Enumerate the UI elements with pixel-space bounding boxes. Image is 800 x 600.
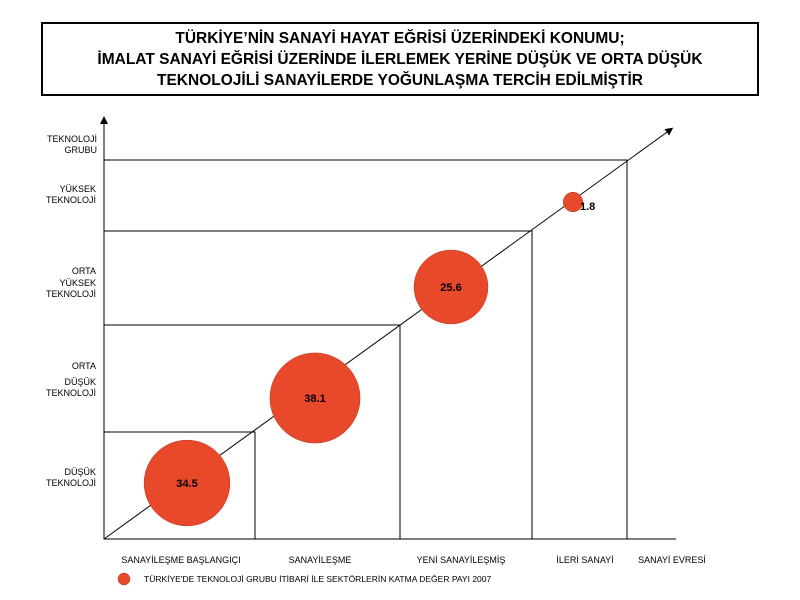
legend-text: TÜRKİYE'DE TEKNOLOJİ GRUBU İTİBARİ İLE S… <box>144 574 491 584</box>
y-tick-medlow-line-2: DÜŞÜK <box>64 377 96 387</box>
title-line-1: TÜRKİYE’NİN SANAYİ HAYAT EĞRİSİ ÜZERİNDE… <box>175 29 625 47</box>
bubble-medium-high-tech <box>413 249 489 325</box>
x-tick-stage-4: İLERİ SANAYİ <box>556 555 613 565</box>
y-tick-medlow-line-1: ORTA <box>72 361 96 371</box>
y-tick-medlow-line-3: TEKNOLOJİ <box>46 388 96 398</box>
legend-marker <box>117 572 131 586</box>
value-label-medium-low-tech: 38.1 <box>304 393 325 405</box>
y-tick-medhigh-line-2: YÜKSEK <box>59 278 96 288</box>
y-tick-low-line-2: TEKNOLOJİ <box>46 478 96 488</box>
x-axis-title: SANAYİ EVRESİ <box>638 555 706 565</box>
y-axis-title-line-2: GRUBU <box>64 145 97 155</box>
y-tick-high-line-1: YÜKSEK <box>59 184 96 194</box>
y-tick-medhigh-line-3: TEKNOLOJİ <box>46 289 96 299</box>
y-tick-high-line-2: TEKNOLOJİ <box>46 195 96 205</box>
y-tick-low-line-1: DÜŞÜK <box>64 467 96 477</box>
x-tick-stage-1: SANAYİLEŞME BAŞLANGIÇI <box>121 555 240 565</box>
title-line-2: İMALAT SANAYİ EĞRİSİ ÜZERİNDE İLERLEMEK … <box>97 50 703 68</box>
x-tick-stage-2: SANAYİLEŞME <box>289 555 352 565</box>
value-label-high-tech: 1.8 <box>580 201 595 213</box>
bubble-low-tech <box>143 439 231 527</box>
y-axis-title-line-1: TEKNOLOJİ <box>47 134 97 144</box>
stage-box-4 <box>103 159 628 540</box>
value-label-low-tech: 34.5 <box>176 478 197 490</box>
value-label-medium-high-tech: 25.6 <box>440 282 461 294</box>
y-tick-medhigh-line-1: ORTA <box>72 266 96 276</box>
x-tick-stage-3: YENİ SANAYİLEŞMİŞ <box>417 555 506 565</box>
bubble-medium-low-tech <box>269 352 361 444</box>
bubble-high-tech <box>562 191 584 213</box>
title-line-3: TEKNOLOJİLİ SANAYİLERDE YOĞUNLAŞMA TERCİ… <box>157 71 643 89</box>
chart-title-box: TÜRKİYE’NİN SANAYİ HAYAT EĞRİSİ ÜZERİNDE… <box>41 22 759 96</box>
